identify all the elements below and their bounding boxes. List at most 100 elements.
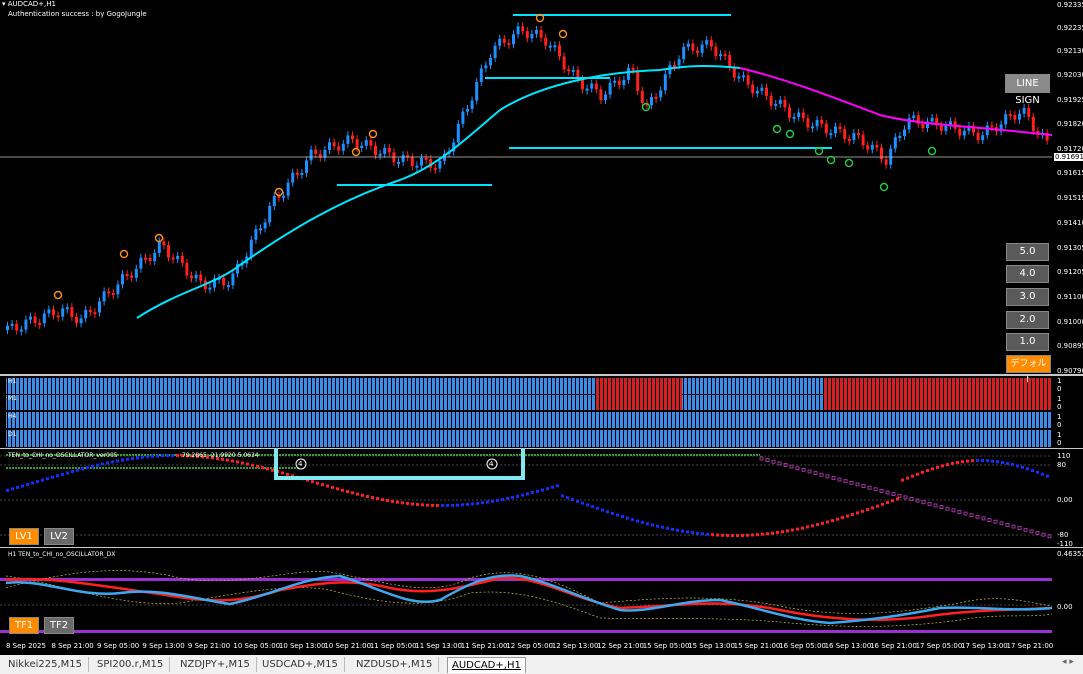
candle-body [355,139,359,149]
candle-body [857,133,860,136]
lv1-button[interactable]: LV1 [9,528,39,545]
oscillator-dot [391,499,394,503]
oscillator-signal-dot [1047,534,1052,539]
oscillator-signal-dot [801,467,806,472]
candle-body [590,83,594,89]
oscillator-dot [51,475,54,479]
candle-body [815,119,819,127]
candle-body [1018,113,1021,120]
chart-tab[interactable]: NZDJPY+,M15 [180,657,257,672]
candle-body [167,245,170,258]
moving-average-down [739,67,1052,136]
chart-tab[interactable]: Nikkei225,M15 [8,657,90,672]
oscillator-dot [271,468,274,472]
lv2-button[interactable]: LV2 [44,528,74,545]
oscillator-dot [71,470,74,474]
mtf-axis-label: 1 [1057,413,1062,421]
chart-tab[interactable]: AUDCAD+,H1 [447,657,526,673]
candle-body [38,323,42,326]
oscillator-dot [601,508,604,512]
osc-axis-label: 110 [1057,452,1071,460]
candle-body [185,262,189,276]
candle-body [470,100,474,109]
oscillator-dot [491,499,494,503]
date-axis-label: 15 Sep 05:00 [642,642,690,650]
candle-body [516,26,520,35]
candle-body [272,195,276,206]
candle-body [1022,108,1026,114]
price-chart-svg [0,13,1052,336]
oscillator-dot [711,533,714,537]
tf1-button[interactable]: TF1 [9,617,39,634]
oscillator-dot [641,520,644,524]
oscillator-dot [536,489,539,493]
oscillator-dot [206,455,209,459]
candle-body [962,130,966,136]
oscillator-signal-dot [825,474,830,479]
oscillator-dot [201,455,204,459]
date-axis-label: 15 Sep 13:00 [688,642,735,650]
oscillator-signal-dot [951,508,956,513]
chart-tab[interactable]: USDCAD+,M15 [262,657,345,672]
level-button-3[interactable]: 3.0 [1006,288,1049,306]
signal-marker [641,102,651,112]
oscillator-dot [381,498,384,502]
candle-body [309,149,313,161]
oscillator-dot [756,533,759,537]
candle-body [226,285,230,288]
candle-body [24,319,28,330]
signal-marker [368,129,378,139]
candle-body [788,107,791,118]
candle-body [576,69,580,80]
price-axis-label: 0.91205 [1057,268,1083,276]
candle-body [755,90,759,94]
chart-tab[interactable]: SPI200.r,M15 [97,657,171,672]
oscillator-dot [731,533,734,537]
oscillator-signal-dot [1041,532,1046,537]
oscillator-signal-dot [819,472,824,477]
osc-axis-label: -80 [1057,531,1069,539]
candle-body [774,103,778,106]
oscillator-dot [886,501,889,505]
signal-marker [274,187,284,197]
oscillator-signal-dot [873,487,878,492]
mtf-axis-label: 1 [1057,395,1062,403]
oscillator-dot [221,457,224,461]
level-button-2[interactable]: 2.0 [1006,311,1049,329]
panel-separator[interactable] [0,448,1083,449]
candle-body [475,81,479,101]
price-axis-label: 0.92335 [1057,1,1083,9]
chart-tab-bar: Nikkei225,M15 SPI200.r,M15 NZDJPY+,M15 USDC… [0,655,1083,674]
oscillator-dot [56,474,59,478]
tf2-button[interactable]: TF2 [44,617,74,634]
signal-marker [351,147,361,157]
price-axis-label: 0.91305 [1057,244,1083,252]
candle-body [999,124,1003,132]
date-axis-label: 8 Sep 21:00 [51,642,94,650]
level-button-4[interactable]: 4.0 [1006,265,1049,283]
candle-body [461,111,465,124]
oscillator-panel [0,449,1052,545]
main-chart[interactable] [0,0,1052,374]
candle-body [456,123,460,143]
tab-scroll-icon[interactable]: ◂ ▸ [1062,657,1074,667]
signal-marker [785,129,795,139]
candle-body [1031,116,1035,131]
candle-body [778,100,782,104]
chart-tab[interactable]: NZDUSD+,M15 [356,657,440,672]
candle-body [1013,114,1017,120]
default-button[interactable]: デフォルト [1006,355,1051,385]
panel-separator[interactable] [0,374,1083,376]
candle-body [709,40,713,47]
date-axis-label: 16 Sep 21:00 [870,642,917,650]
candle-body [751,84,755,94]
level-button-5[interactable]: 5.0 [1006,243,1049,261]
oscillator-dot [926,469,929,473]
level-button-1[interactable]: 1.0 [1006,333,1049,351]
oscillator-dot [346,490,349,494]
signal-marker [879,182,889,192]
panel-separator[interactable] [0,547,1083,548]
candle-body [337,146,341,151]
line-sign-button[interactable]: LINE SIGN [1005,74,1050,106]
